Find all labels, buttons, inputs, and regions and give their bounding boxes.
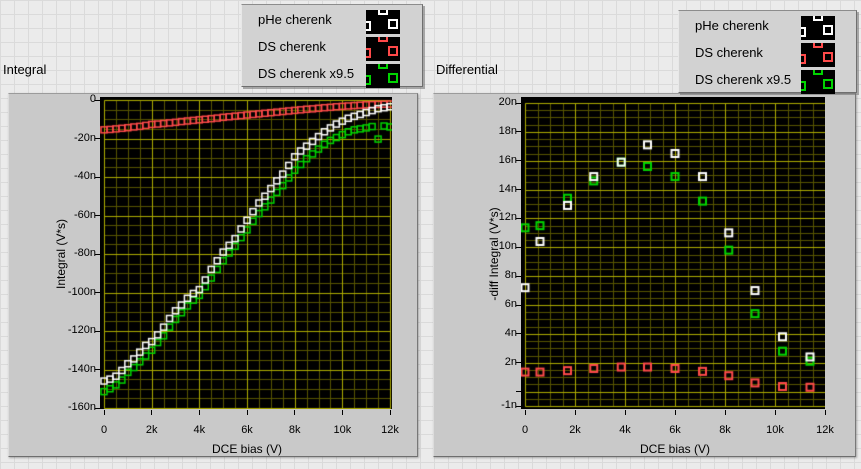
y-axis-title-differential: -diff Integral (V*s)	[487, 207, 501, 301]
axis-tick	[95, 407, 100, 409]
axis-tick-label: 0	[100, 424, 108, 436]
axis-tick-label: 6n	[504, 298, 517, 310]
axis-tick	[389, 410, 391, 415]
x-axis-title-differential: DCE bias (V)	[639, 442, 710, 456]
legend-item-phe-cherenk[interactable]: pHe cherenk	[242, 9, 422, 34]
axis-tick-label: -80n	[73, 247, 96, 259]
x-axis-title-integral: DCE bias (V)	[211, 442, 282, 456]
axis-tick	[95, 176, 100, 178]
axis-tick	[824, 410, 826, 415]
axis-tick	[198, 410, 200, 415]
differential-plot-area	[521, 97, 825, 409]
axis-tick-label: -20n	[73, 131, 96, 144]
axis-tick-label: 4k	[193, 424, 206, 436]
axis-tick	[516, 391, 521, 393]
axis-tick-label: -100n	[67, 285, 96, 298]
axis-tick-label: 12k	[381, 424, 399, 436]
axis-tick-label: 6k	[669, 424, 681, 436]
legend-item-ds-cherenk[interactable]: DS cherenk	[242, 36, 422, 61]
legend-label: pHe cherenk	[695, 18, 769, 33]
axis-tick	[95, 253, 100, 255]
axis-tick	[95, 215, 100, 216]
legend-label: pHe cherenk	[258, 12, 332, 27]
axis-tick	[574, 410, 576, 415]
axis-tick	[774, 410, 776, 415]
plot-style-glyph-icon[interactable]	[801, 70, 835, 94]
plot-legend-differential: pHe cherenk DS cherenk DS cherenk x9.5	[678, 10, 857, 94]
legend-item-ds-cherenk-x95[interactable]: DS cherenk x9.5	[242, 63, 422, 88]
axis-tick	[95, 330, 100, 332]
chart-title-integral: Integral	[3, 62, 47, 77]
axis-tick	[95, 138, 100, 139]
axis-tick	[516, 131, 521, 133]
axis-tick-label: -120n	[67, 324, 96, 336]
plot-style-glyph-icon[interactable]	[366, 10, 400, 34]
axis-tick	[624, 410, 626, 415]
axis-tick	[524, 410, 526, 415]
legend-item-ds-cherenk-x95[interactable]: DS cherenk x9.5	[679, 69, 856, 94]
axis-tick-label: 8k	[719, 424, 731, 436]
axis-tick	[95, 369, 100, 370]
axis-tick-label: 2n	[504, 355, 517, 368]
axis-tick-label: 2k	[569, 424, 581, 436]
axis-tick-label: 6k	[241, 424, 253, 436]
axis-tick	[516, 304, 521, 306]
axis-tick-label: -160n	[67, 401, 96, 413]
axis-tick	[246, 410, 248, 415]
axis-tick-label: 10n	[498, 240, 517, 253]
axis-tick-label: 0	[521, 424, 529, 436]
axis-tick-label: -60n	[73, 208, 96, 221]
axis-tick	[341, 410, 343, 415]
axis-tick	[516, 275, 521, 277]
axis-tick	[103, 410, 105, 415]
axis-tick-label: 10k	[333, 424, 352, 436]
integral-plot-area	[100, 97, 392, 409]
axis-tick-label: 2k	[145, 424, 158, 436]
axis-tick-label: 12n	[498, 211, 517, 224]
axis-tick	[294, 410, 296, 415]
axis-tick	[516, 217, 521, 219]
legend-item-phe-cherenk[interactable]: pHe cherenk	[679, 15, 856, 40]
axis-tick-label: -1n	[501, 399, 517, 411]
axis-tick-label: 16n	[498, 153, 517, 166]
plot-style-glyph-icon[interactable]	[801, 43, 835, 67]
axis-tick	[516, 160, 521, 162]
axis-tick-label: 14n	[498, 182, 517, 195]
axis-tick	[516, 333, 521, 335]
legend-item-ds-cherenk[interactable]: DS cherenk	[679, 42, 856, 67]
axis-tick-label: 10k	[766, 424, 784, 436]
legend-label: DS cherenk x9.5	[258, 66, 355, 81]
axis-tick	[95, 99, 100, 101]
axis-tick	[516, 405, 521, 407]
axis-tick	[724, 410, 726, 415]
axis-tick	[95, 292, 100, 293]
axis-tick	[516, 102, 521, 104]
axis-tick-label: 8k	[288, 424, 301, 436]
legend-label: DS cherenk	[258, 39, 326, 54]
chart-title-differential: Differential	[436, 62, 498, 77]
plot-style-glyph-icon[interactable]	[366, 37, 400, 61]
axis-tick-label: -140n	[67, 362, 96, 375]
axis-tick-label: 12k	[816, 424, 834, 436]
axis-tick-label: 8n	[504, 269, 517, 282]
plot-style-glyph-icon[interactable]	[801, 16, 835, 40]
axis-tick-label: 18n	[498, 124, 517, 137]
axis-tick-label: -40n	[73, 170, 96, 182]
plot-style-glyph-icon[interactable]	[366, 64, 400, 88]
axis-tick-label: 0	[89, 93, 96, 105]
axis-tick	[516, 362, 521, 364]
axis-tick-label: 4n	[504, 326, 517, 339]
axis-tick-label: 4k	[619, 424, 631, 436]
legend-label: DS cherenk	[695, 45, 763, 60]
axis-tick	[151, 410, 153, 415]
axis-tick-label: 20n	[498, 96, 517, 108]
plot-legend-integral: pHe cherenk DS cherenk DS cherenk x9.5	[241, 4, 423, 88]
axis-tick	[516, 189, 521, 191]
axis-tick	[516, 246, 521, 248]
axis-tick	[674, 410, 676, 415]
legend-label: DS cherenk x9.5	[695, 72, 792, 87]
